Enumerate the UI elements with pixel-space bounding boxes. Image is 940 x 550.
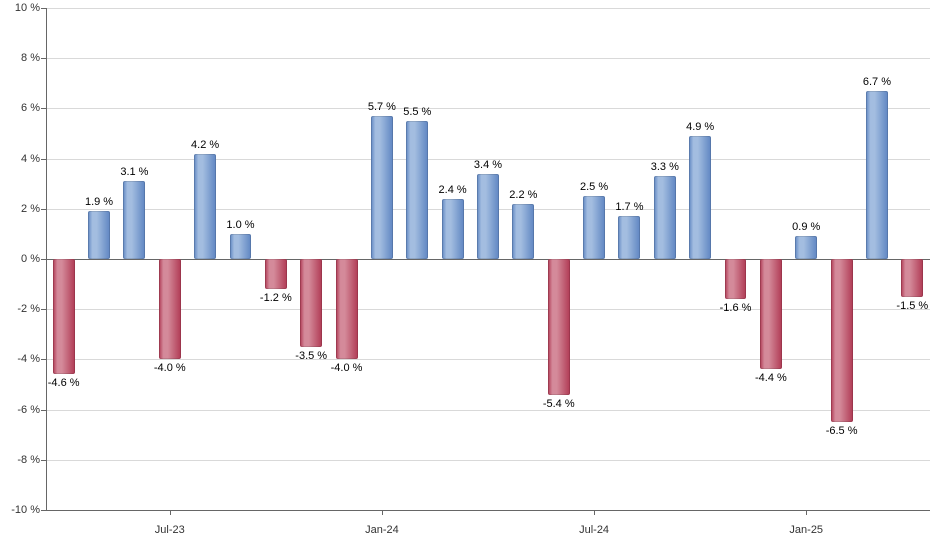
bar-value-label: -1.6 % <box>720 302 752 314</box>
y-axis-tick-label: 4 % <box>21 153 46 165</box>
bar <box>866 91 888 259</box>
y-axis-tick-label: 6 % <box>21 102 46 114</box>
bar-value-label: -6.5 % <box>826 425 858 437</box>
bar <box>618 216 640 259</box>
bar <box>477 174 499 259</box>
gridline <box>46 410 930 411</box>
bar-value-label: -1.2 % <box>260 292 292 304</box>
bar <box>654 176 676 259</box>
bar-value-label: -5.4 % <box>543 398 575 410</box>
gridline <box>46 108 930 109</box>
bar-value-label: 2.4 % <box>439 184 467 196</box>
bar-value-label: 1.7 % <box>615 201 643 213</box>
x-axis-tick-label: Jul-24 <box>579 510 609 536</box>
bar-value-label: -4.0 % <box>331 362 363 374</box>
bar <box>300 259 322 347</box>
bar <box>406 121 428 259</box>
bar <box>548 259 570 395</box>
bar-value-label: -4.6 % <box>48 377 80 389</box>
bar <box>194 154 216 259</box>
gridline <box>46 359 930 360</box>
bar-value-label: 2.2 % <box>509 189 537 201</box>
y-axis-tick-label: -2 % <box>17 303 46 315</box>
bar-value-label: 1.9 % <box>85 196 113 208</box>
bar-value-label: -3.5 % <box>295 350 327 362</box>
y-axis-tick-label: 2 % <box>21 203 46 215</box>
y-axis-tick-label: 10 % <box>15 2 46 14</box>
x-axis-tick-label: Jan-24 <box>365 510 399 536</box>
bar <box>442 199 464 259</box>
bar <box>88 211 110 259</box>
bar <box>689 136 711 259</box>
bar-value-label: 3.1 % <box>120 166 148 178</box>
bar-value-label: 0.9 % <box>792 221 820 233</box>
y-axis-tick-label: -10 % <box>11 504 46 516</box>
bar-chart: -10 % -8 % -6 % -4 % -2 % 0 % 2 % 4 % 6 % 8 % 10 %… <box>0 0 940 550</box>
plot-area: -10 %-8 %-6 %-4 %-2 %0 %2 %4 %6 %8 %10 %… <box>46 8 930 510</box>
bar-value-label: -4.4 % <box>755 372 787 384</box>
bar <box>336 259 358 359</box>
bar-value-label: 3.4 % <box>474 159 502 171</box>
bar <box>831 259 853 422</box>
x-axis-tick-label: Jul-23 <box>155 510 185 536</box>
x-axis-tick-label: Jan-25 <box>789 510 823 536</box>
bar <box>725 259 747 299</box>
gridline <box>46 58 930 59</box>
bar <box>371 116 393 259</box>
bar <box>512 204 534 259</box>
y-axis-tick-label: -8 % <box>17 454 46 466</box>
bar-value-label: 1.0 % <box>226 219 254 231</box>
bar <box>760 259 782 369</box>
bar-value-label: 6.7 % <box>863 76 891 88</box>
y-axis-tick-label: -6 % <box>17 404 46 416</box>
gridline <box>46 8 930 9</box>
y-axis-tick-label: -4 % <box>17 353 46 365</box>
bar <box>795 236 817 259</box>
bar <box>583 196 605 259</box>
bar-value-label: 5.5 % <box>403 106 431 118</box>
y-axis-line <box>46 8 47 510</box>
bar-value-label: -1.5 % <box>896 300 928 312</box>
bar-value-label: 5.7 % <box>368 101 396 113</box>
bar <box>159 259 181 359</box>
bar-value-label: 3.3 % <box>651 161 679 173</box>
bar <box>53 259 75 374</box>
bar-value-label: 4.2 % <box>191 139 219 151</box>
bar <box>265 259 287 289</box>
gridline <box>46 460 930 461</box>
bar-value-label: -4.0 % <box>154 362 186 374</box>
bar-value-label: 2.5 % <box>580 181 608 193</box>
bar <box>123 181 145 259</box>
bar <box>901 259 923 297</box>
bar <box>230 234 252 259</box>
y-axis-tick-label: 0 % <box>21 253 46 265</box>
y-axis-tick-label: 8 % <box>21 52 46 64</box>
bar-value-label: 4.9 % <box>686 121 714 133</box>
